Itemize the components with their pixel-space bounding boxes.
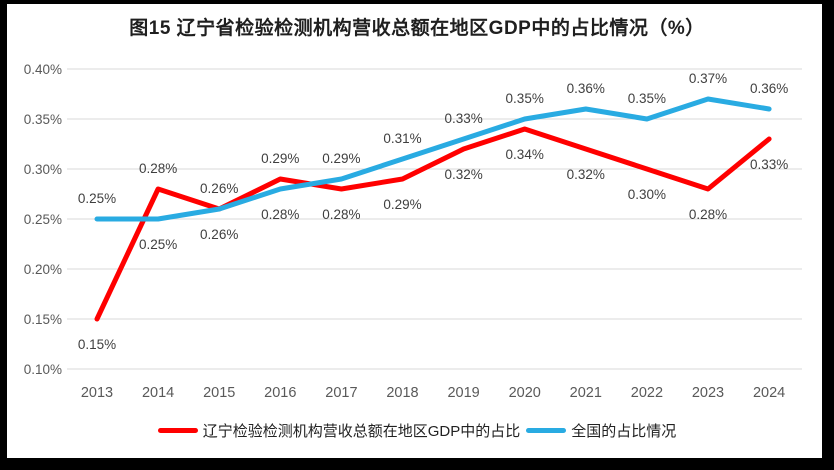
data-label-national: 0.29% (322, 151, 360, 166)
series-line-national (94, 96, 772, 222)
x-axis-tick-label: 2016 (264, 385, 296, 401)
x-axis-tick-label: 2019 (447, 385, 479, 401)
data-label-liaoning: 0.28% (322, 207, 360, 222)
x-axis-tick-label: 2013 (81, 385, 113, 401)
x-axis-tick-label: 2021 (570, 385, 602, 401)
frame-border-bottom (0, 458, 834, 470)
data-label-liaoning: 0.34% (506, 147, 544, 162)
data-label-national: 0.36% (750, 81, 788, 96)
y-axis-tick-label: 0.15% (24, 312, 62, 327)
chart-title: 图15 辽宁省检验检测机构营收总额在地区GDP中的占比情况（%） (129, 18, 705, 39)
x-axis-tick-label: 2020 (509, 385, 541, 401)
y-axis-tick-label: 0.35% (24, 112, 62, 127)
data-label-liaoning: 0.28% (139, 161, 177, 176)
data-label-national: 0.28% (261, 207, 299, 222)
data-label-national: 0.37% (689, 71, 727, 86)
data-label-national: 0.36% (567, 81, 605, 96)
y-axis-tick-label: 0.40% (24, 62, 62, 77)
x-axis-tick-label: 2022 (631, 385, 663, 401)
frame-border-left (0, 0, 7, 470)
data-label-liaoning: 0.30% (628, 187, 666, 202)
legend-label-liaoning: 辽宁检验检测机构营收总额在地区GDP中的占比 (202, 422, 521, 440)
data-label-liaoning: 0.26% (200, 181, 238, 196)
x-axis-tick-label: 2018 (386, 385, 418, 401)
data-label-liaoning: 0.29% (383, 197, 421, 212)
data-label-national: 0.33% (444, 111, 482, 126)
data-label-liaoning: 0.33% (750, 157, 788, 172)
data-label-national: 0.25% (78, 191, 116, 206)
series-line-liaoning (94, 126, 772, 322)
frame-border-top (0, 0, 834, 4)
x-axis-tick-label: 2014 (142, 385, 174, 401)
x-axis-tick-label: 2017 (325, 385, 357, 401)
data-label-liaoning: 0.32% (567, 167, 605, 182)
y-axis-tick-label: 0.20% (24, 262, 62, 277)
legend-item-liaoning: 辽宁检验检测机构营收总额在地区GDP中的占比 (157, 420, 521, 441)
x-axis-tick-label: 2015 (203, 385, 235, 401)
data-label-liaoning: 0.15% (78, 337, 116, 352)
chart-legend: 辽宁检验检测机构营收总额在地区GDP中的占比 全国的占比情况 (0, 417, 834, 443)
y-axis-tick-label: 0.25% (24, 212, 62, 227)
x-axis-tick-label: 2023 (692, 385, 724, 401)
data-label-national: 0.35% (506, 91, 544, 106)
frame-border-right (822, 0, 834, 470)
data-label-national: 0.25% (139, 237, 177, 252)
legend-item-national: 全国的占比情况 (526, 420, 676, 441)
x-axis-tick-label: 2024 (753, 385, 785, 401)
legend-label-national: 全国的占比情况 (571, 422, 677, 440)
data-label-liaoning: 0.32% (444, 167, 482, 182)
legend-line-blue-icon (526, 427, 567, 433)
data-label-national: 0.26% (200, 227, 238, 242)
legend-line-red-icon (157, 427, 198, 433)
y-axis-tick-label: 0.30% (24, 162, 62, 177)
y-axis-tick-label: 0.10% (24, 362, 62, 377)
data-label-national: 0.35% (628, 91, 666, 106)
data-label-liaoning: 0.28% (689, 207, 727, 222)
data-label-national: 0.31% (383, 131, 421, 146)
data-label-liaoning: 0.29% (261, 151, 299, 166)
